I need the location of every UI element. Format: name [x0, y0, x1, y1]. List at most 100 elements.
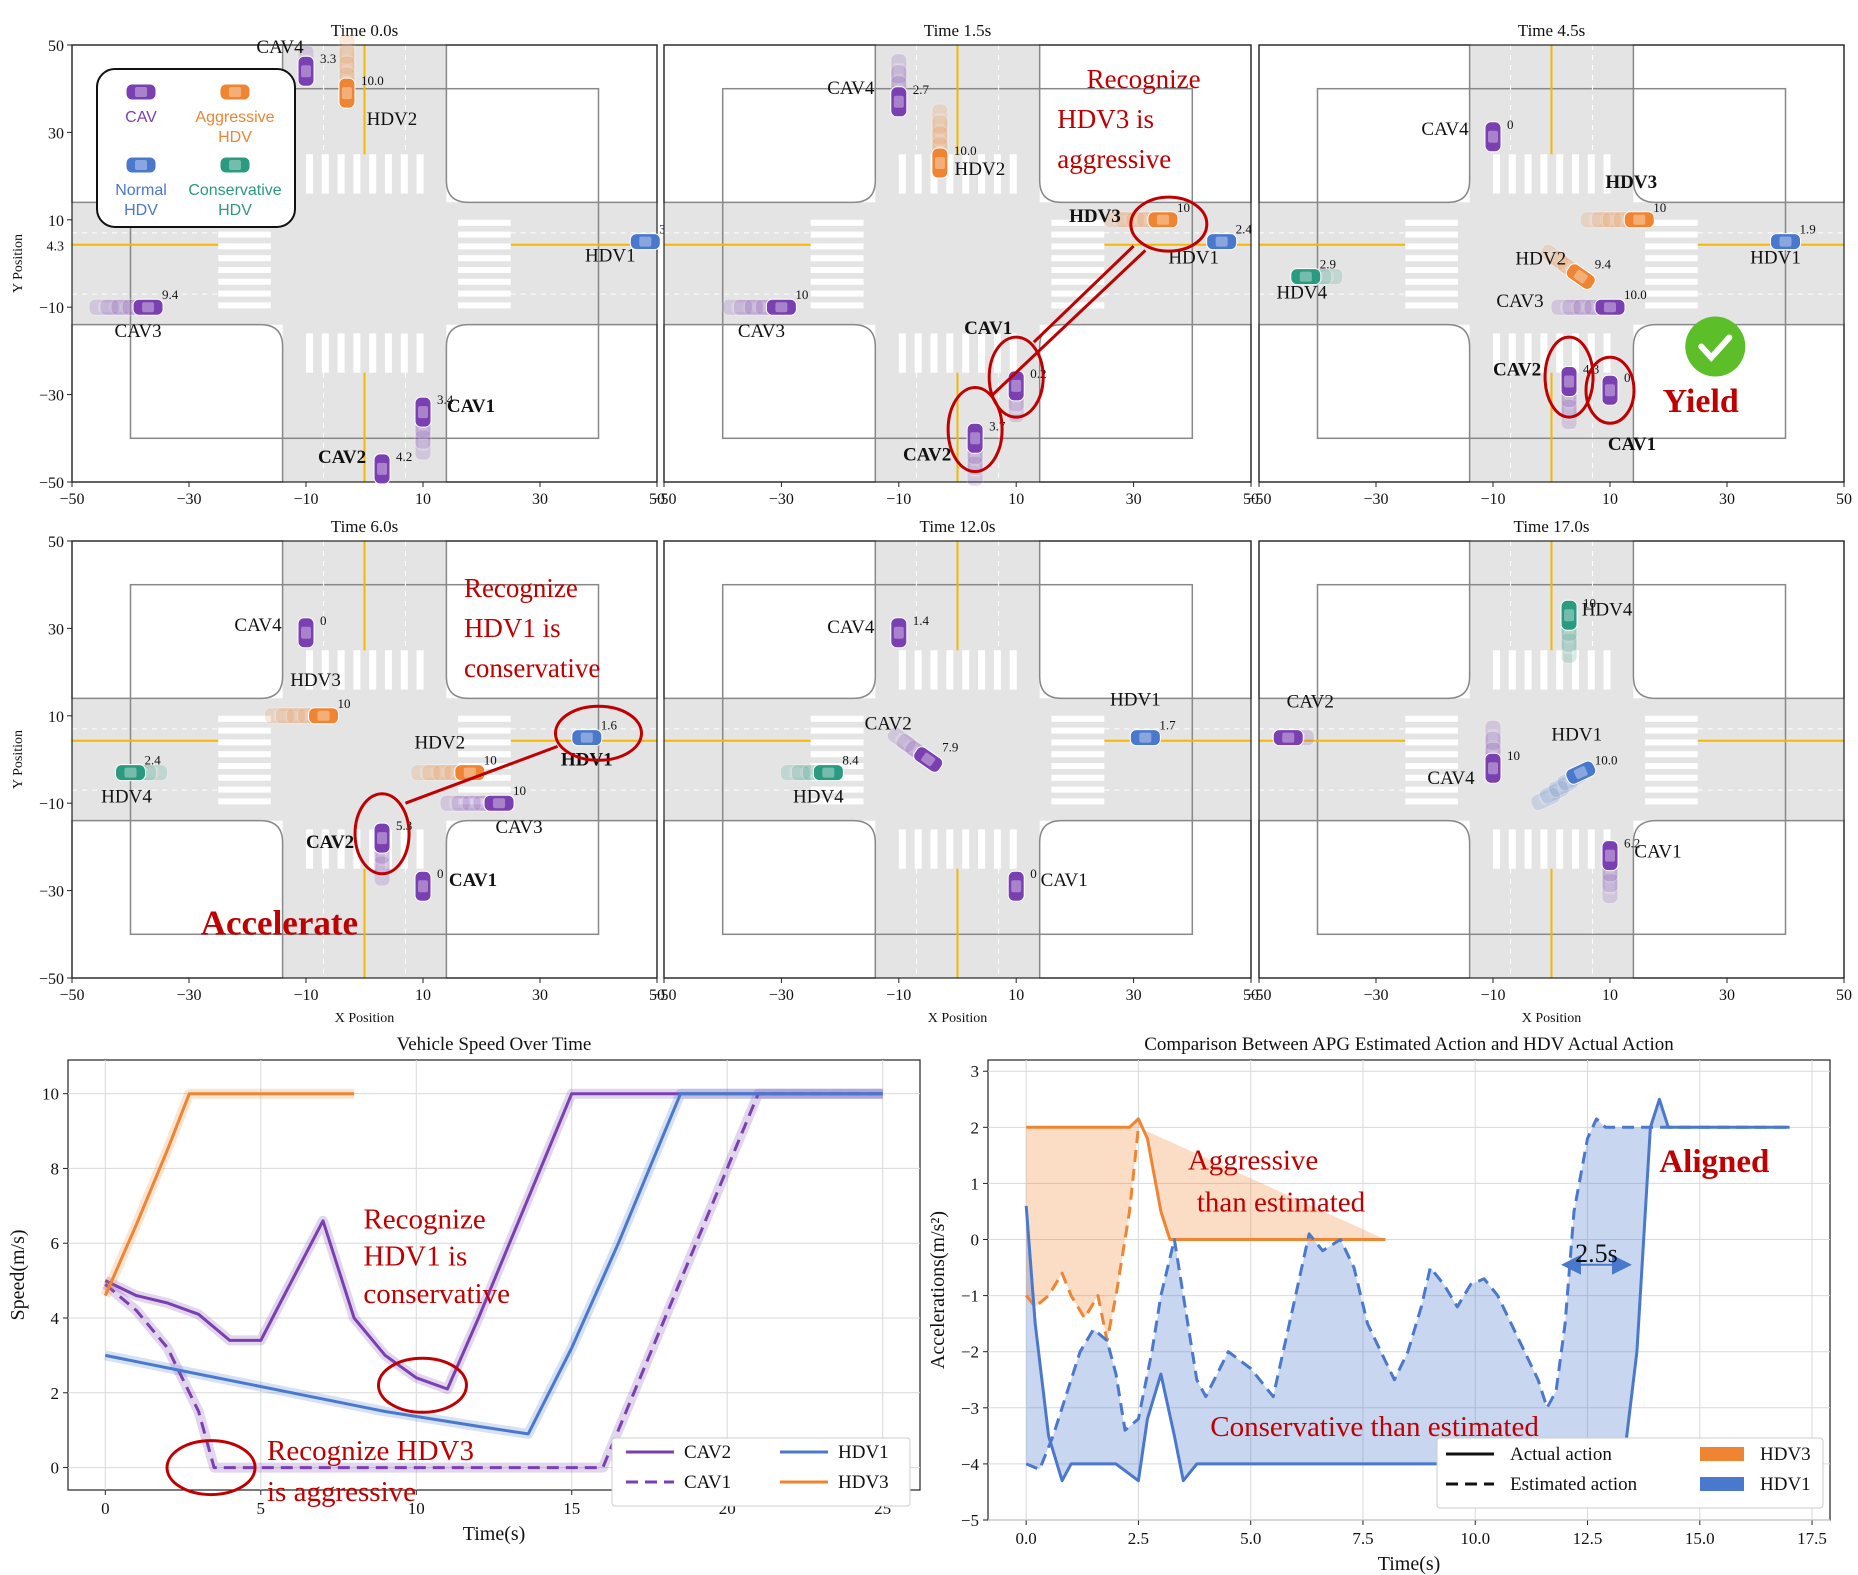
panel-frame	[71, 540, 658, 979]
car-body	[219, 156, 251, 174]
car	[219, 83, 251, 101]
legend-label: HDV3	[838, 1472, 889, 1493]
speed-label: 1.6	[601, 718, 618, 733]
car	[1147, 211, 1179, 229]
car	[931, 114, 949, 146]
crosswalk-stripe	[1405, 219, 1458, 226]
y-tick-label: 30	[48, 125, 64, 142]
car-window	[1611, 214, 1624, 225]
speed-label: 9.4	[1595, 257, 1612, 272]
car-window	[493, 798, 506, 809]
crosswalk-stripe	[978, 154, 986, 194]
car-body	[115, 764, 146, 782]
car-window	[639, 236, 652, 247]
speed-label: 10.0	[1624, 287, 1647, 302]
crosswalk-stripe	[930, 333, 938, 373]
car	[483, 794, 515, 812]
crosswalk-stripe	[369, 829, 377, 869]
panel-frame	[1258, 44, 1845, 483]
crosswalk-stripe	[1051, 219, 1105, 226]
crosswalk-stripe	[898, 829, 906, 869]
car	[1007, 370, 1025, 402]
car	[571, 729, 603, 747]
road-horizontal	[1259, 698, 1844, 821]
crosswalk-stripe	[1051, 798, 1105, 805]
panel-1: Time 0.0s 50 30 10 −10 −30 −50 4.3 Y Position −50…	[11, 21, 676, 508]
crosswalk-stripe	[1603, 333, 1611, 373]
vehicle-hdv3: 10 HDV3	[1579, 172, 1666, 229]
crosswalk-stripe	[1405, 255, 1458, 262]
car	[439, 794, 471, 812]
car-window	[295, 710, 308, 721]
note-is-aggressive: is aggressive	[267, 1476, 416, 1508]
car	[1007, 870, 1025, 902]
car-window	[1488, 130, 1498, 143]
x-tick-label: 30	[1126, 987, 1142, 1004]
crosswalk-stripe	[946, 154, 954, 194]
car-body	[439, 794, 471, 812]
crosswalk-stripe	[1051, 715, 1105, 722]
vehicle-label: CAV1	[1608, 434, 1656, 455]
crosswalk-stripe	[1603, 650, 1611, 690]
car-window	[1604, 302, 1616, 313]
crosswalk-stripe	[1556, 154, 1564, 194]
car-window	[893, 95, 904, 108]
y-tick-label: −30	[39, 884, 64, 901]
car-body	[338, 44, 356, 76]
car	[99, 298, 131, 316]
x-tick-label: −50	[59, 987, 84, 1004]
y-tick-label: 10	[42, 1085, 59, 1104]
crosswalk-stripe	[1493, 650, 1500, 690]
vehicle-hdv3: 10 HDV3	[264, 670, 351, 725]
legend-label: CAV2	[684, 1442, 731, 1463]
crosswalk-stripe	[978, 650, 986, 690]
vehicle-cav1: 0 CAV1	[1007, 866, 1088, 902]
car	[297, 617, 315, 649]
crosswalk-stripe	[218, 243, 271, 250]
crosswalk-stripe	[218, 739, 271, 746]
link-line	[991, 249, 1147, 396]
car-window	[142, 302, 155, 313]
car-body	[890, 86, 908, 118]
car-window	[1605, 849, 1615, 862]
car	[1601, 873, 1619, 905]
crosswalk-stripe	[416, 333, 424, 373]
vehicle-hdv2: 10.0 HDV2	[338, 33, 417, 130]
car-window	[120, 302, 133, 313]
car-body	[1290, 268, 1322, 286]
speed-label: 0	[1624, 370, 1631, 385]
crosswalk-stripe	[458, 727, 511, 734]
crosswalk-stripe	[218, 266, 271, 273]
car-window	[1564, 642, 1575, 655]
vehicle-cav3: 10.0 CAV3	[1496, 287, 1647, 316]
car-window	[273, 710, 286, 721]
x-tick-label: 17.5	[1797, 1529, 1827, 1548]
crosswalk-stripe	[1405, 751, 1458, 758]
car-window	[1600, 214, 1613, 225]
car	[421, 764, 453, 782]
car-body	[1601, 873, 1619, 905]
note-gap: 2.5s	[1575, 1239, 1618, 1268]
x-tick-label: 10	[1602, 491, 1618, 508]
speed-label: 10	[1177, 200, 1190, 215]
car-window	[934, 156, 945, 169]
note-recognize: Recognize	[464, 573, 578, 603]
car-window	[800, 767, 813, 778]
crosswalk-stripe	[306, 154, 313, 194]
vehicle-label: CAV2	[1287, 692, 1334, 713]
x-tick-label: 7.5	[1352, 1529, 1373, 1548]
car-window	[449, 798, 462, 809]
crosswalk-stripe	[1051, 231, 1105, 238]
car	[1206, 233, 1238, 251]
y-tick-label: 6	[51, 1234, 60, 1253]
vehicle-label: HDV4	[1276, 283, 1327, 304]
crosswalk-stripe	[1051, 290, 1105, 297]
vehicle-label: HDV2	[955, 159, 1006, 180]
crosswalk-stripe	[1405, 739, 1458, 746]
vehicle-cav4: 1.4 CAV4	[827, 613, 930, 649]
vehicle-label: CAV4	[256, 37, 304, 58]
car-body	[1560, 632, 1578, 664]
crosswalk-stripe	[1051, 302, 1105, 309]
speed-label: 10	[1507, 748, 1520, 763]
